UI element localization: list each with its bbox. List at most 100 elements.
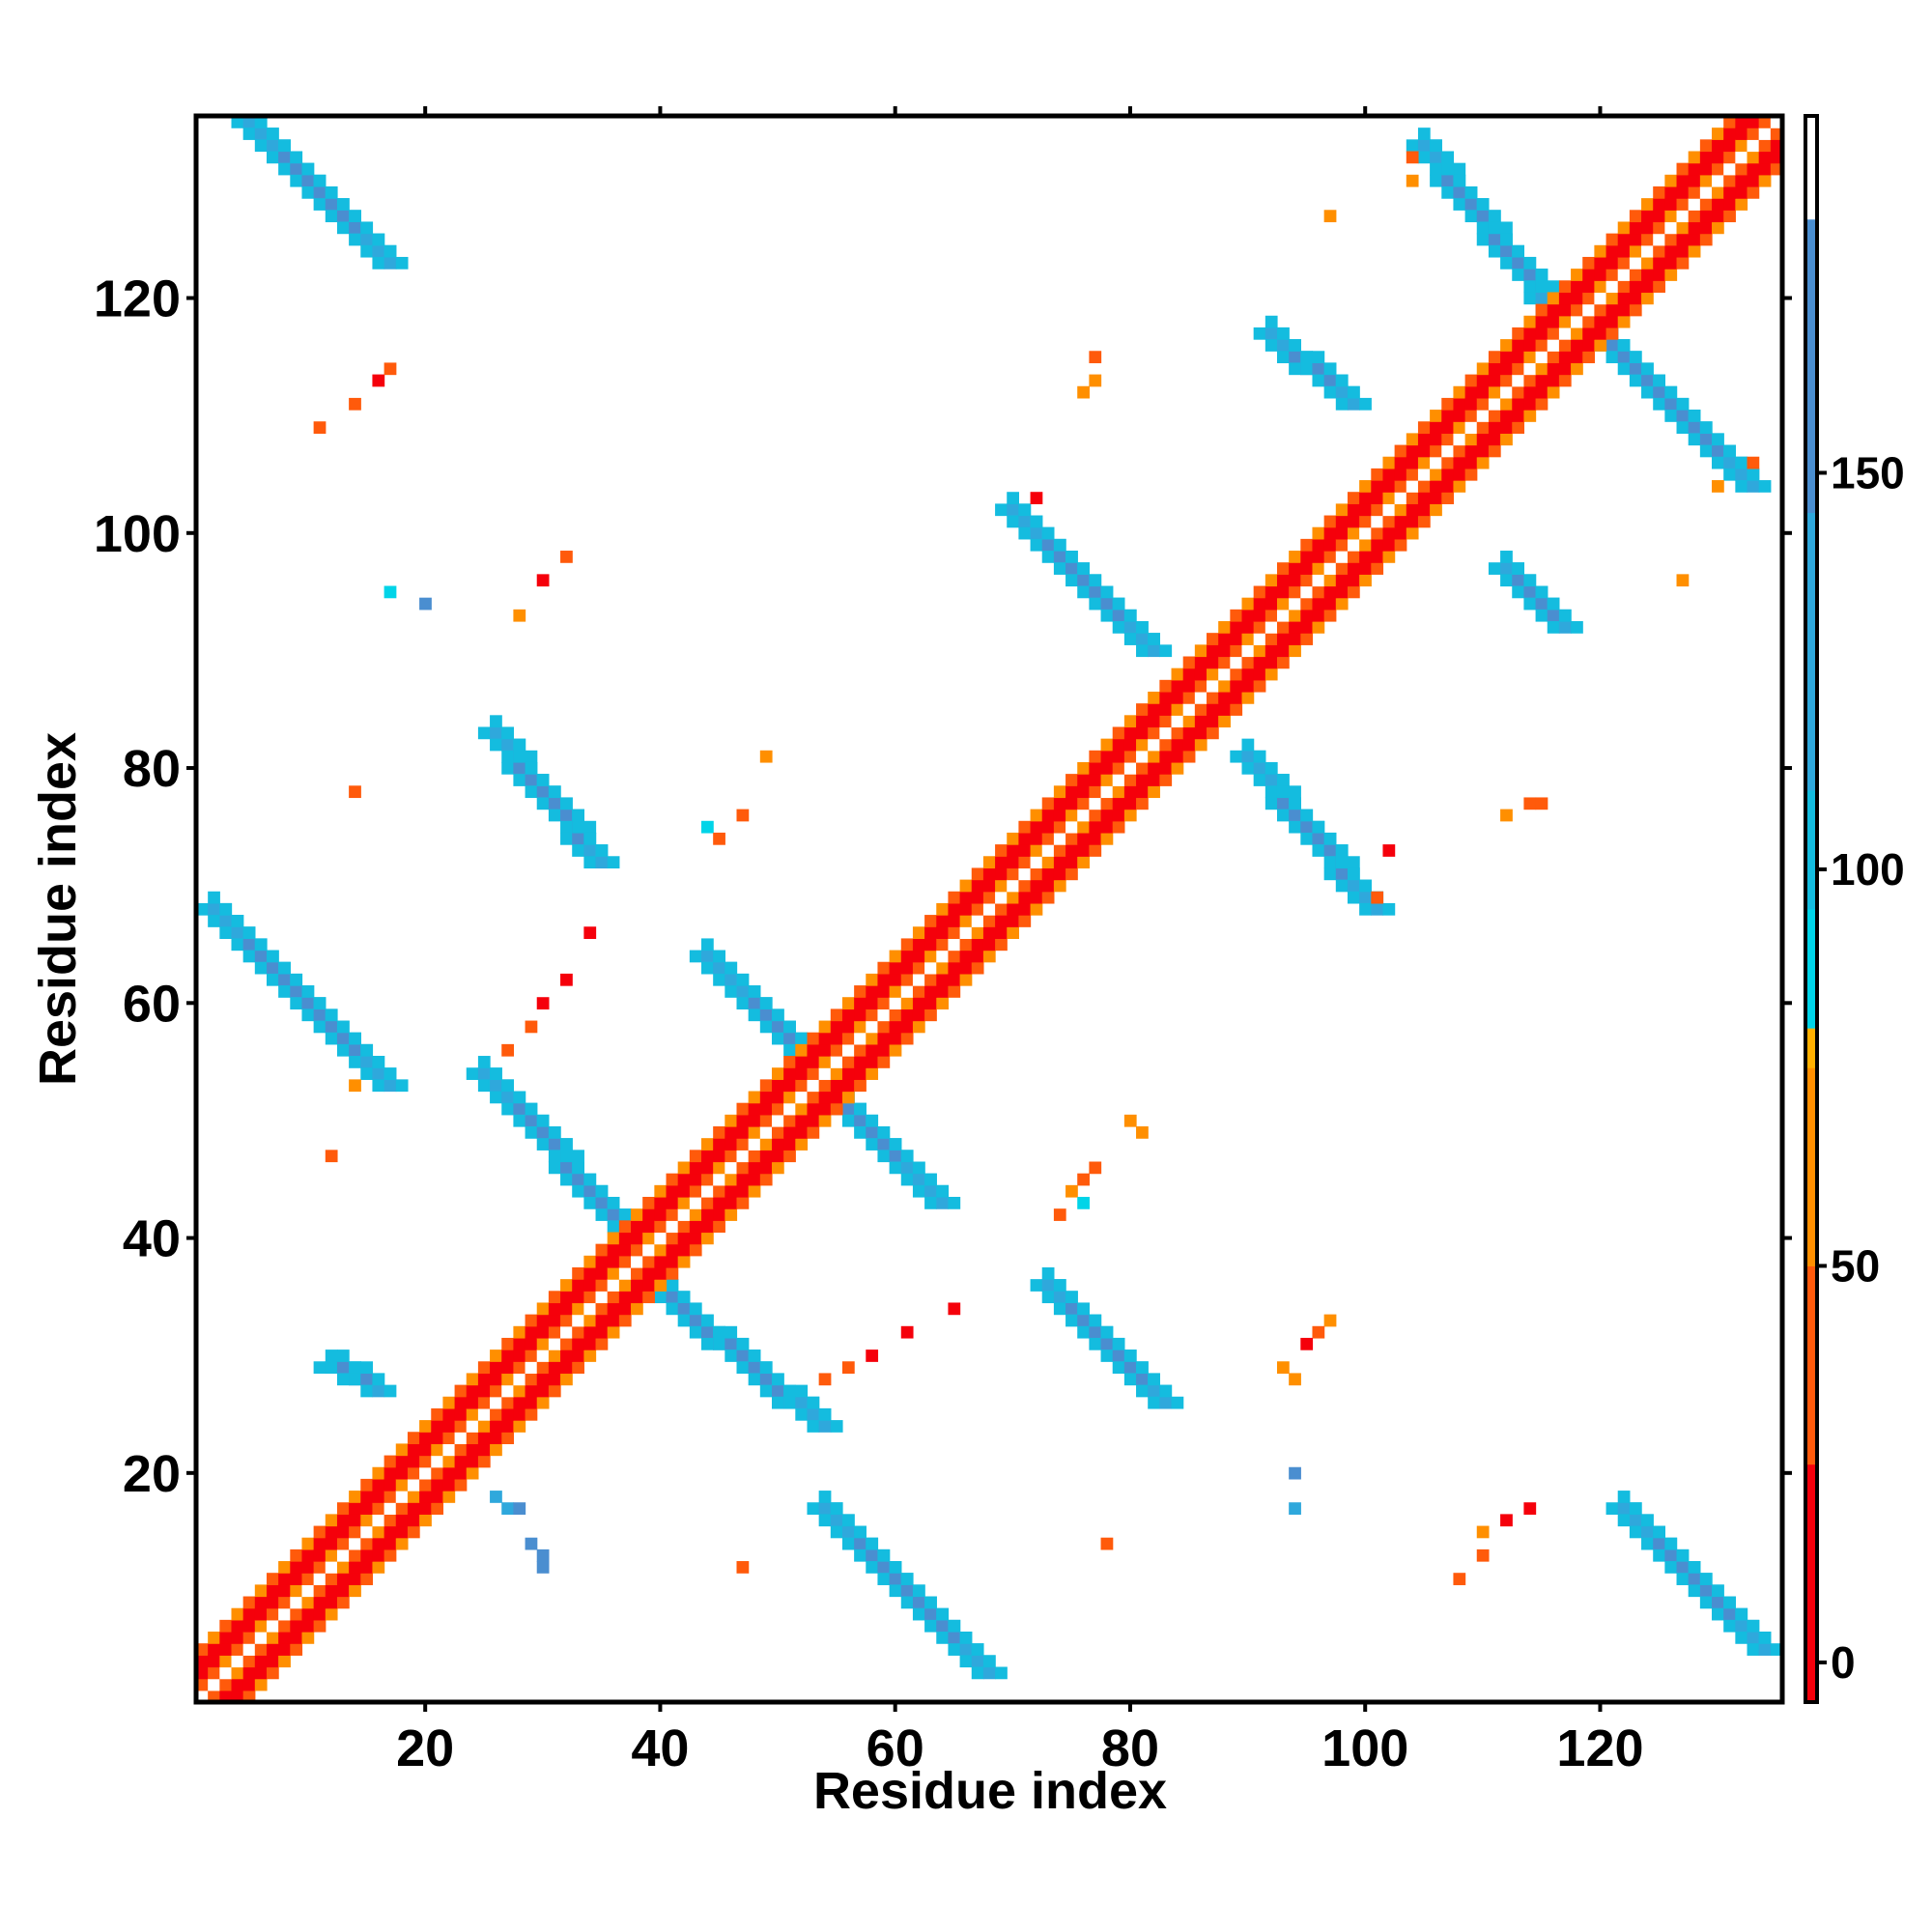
heatmap-cell: [807, 1079, 820, 1093]
heatmap-cell: [607, 1208, 620, 1221]
heatmap-cell: [1512, 339, 1525, 352]
heatmap-cell: [877, 997, 891, 1009]
heatmap-cell: [959, 1632, 973, 1644]
heatmap-cell: [313, 421, 327, 434]
heatmap-cell: [1641, 233, 1654, 246]
heatmap-cell: [924, 1009, 937, 1022]
heatmap-cell: [536, 1325, 550, 1339]
heatmap-cell: [466, 1396, 479, 1409]
heatmap-cell: [1735, 139, 1748, 153]
heatmap-cell: [301, 185, 315, 199]
heatmap-cell: [631, 1243, 643, 1257]
heatmap-cell: [360, 244, 374, 258]
heatmap-cell: [854, 1114, 867, 1127]
heatmap-cell: [866, 1350, 879, 1362]
heatmap-cell: [982, 950, 996, 963]
heatmap-cell: [1664, 256, 1678, 270]
heatmap-cell: [1770, 139, 1783, 153]
heatmap-cell: [689, 1220, 702, 1234]
heatmap-cell: [336, 210, 350, 223]
heatmap-cell: [266, 151, 279, 164]
heatmap-cell: [807, 1502, 820, 1515]
heatmap-cell: [583, 1279, 597, 1292]
heatmap-cell: [642, 1232, 655, 1245]
heatmap-cell: [583, 1255, 597, 1268]
heatmap-cell: [1453, 198, 1466, 211]
heatmap-cell: [1735, 480, 1748, 493]
heatmap-cell: [1676, 1573, 1690, 1585]
heatmap-cell: [1323, 538, 1337, 552]
heatmap-cell: [1148, 633, 1160, 645]
heatmap-cell: [701, 1232, 714, 1245]
colorbar-segment: [1805, 1265, 1817, 1465]
x-tick-label: 80: [1101, 1719, 1159, 1777]
heatmap-cell: [1558, 280, 1572, 294]
heatmap-cell: [654, 1255, 668, 1268]
heatmap-cell: [818, 1056, 832, 1068]
heatmap-cell: [1617, 256, 1631, 270]
heatmap-cell: [301, 1619, 315, 1633]
heatmap-cell: [759, 1126, 773, 1139]
heatmap-cell: [490, 715, 502, 728]
heatmap-cell: [1289, 351, 1301, 364]
heatmap-cell: [1207, 715, 1219, 728]
heatmap-cell: [724, 1184, 738, 1198]
heatmap-cell: [572, 1291, 584, 1304]
heatmap-cell: [1523, 315, 1537, 328]
heatmap-cell: [1558, 339, 1572, 352]
heatmap-cell: [1264, 785, 1278, 799]
heatmap-cell: [1312, 362, 1325, 376]
heatmap-cell: [642, 1208, 655, 1221]
heatmap-cell: [1406, 151, 1419, 164]
heatmap-cell: [1077, 844, 1090, 857]
heatmap-cell: [1041, 820, 1055, 834]
heatmap-cell: [1018, 820, 1032, 834]
heatmap-cell: [1347, 526, 1360, 540]
heatmap-cell: [490, 1407, 502, 1421]
heatmap-cell: [1712, 444, 1724, 458]
heatmap-cell: [1699, 221, 1713, 235]
heatmap-cell: [572, 1337, 584, 1350]
heatmap-cell: [1100, 585, 1114, 599]
heatmap-cell: [1276, 351, 1290, 364]
heatmap-cell: [1605, 351, 1619, 364]
heatmap-cell: [1089, 809, 1102, 822]
heatmap-cell: [1641, 198, 1654, 211]
heatmap-cell: [1053, 562, 1066, 575]
heatmap-cell: [1535, 374, 1548, 387]
heatmap-cell: [701, 1184, 714, 1198]
heatmap-cell: [889, 1138, 902, 1151]
heatmap-cell: [713, 1184, 725, 1198]
heatmap-cell: [442, 1432, 456, 1445]
heatmap-cell: [912, 1020, 925, 1034]
heatmap-cell: [1241, 656, 1255, 669]
heatmap-cell: [266, 1573, 279, 1585]
heatmap-cell: [1723, 468, 1736, 481]
heatmap-cell: [1476, 433, 1490, 446]
heatmap-cell: [1148, 1396, 1160, 1409]
heatmap-cell: [1676, 1548, 1690, 1562]
heatmap-cell: [830, 1514, 843, 1527]
heatmap-cell: [1018, 867, 1032, 881]
heatmap-cell: [1441, 162, 1455, 176]
heatmap-cell: [607, 1302, 620, 1316]
heatmap-cell: [1699, 233, 1713, 246]
heatmap-cell: [242, 1643, 256, 1656]
heatmap-cell: [1077, 1314, 1090, 1327]
heatmap-cell: [548, 1314, 561, 1327]
heatmap-cell: [1065, 551, 1078, 563]
heatmap-cell: [1371, 503, 1384, 517]
heatmap-cell: [607, 1232, 620, 1245]
heatmap-cell: [560, 1173, 573, 1186]
heatmap-cell: [1629, 303, 1642, 317]
heatmap-cell: [1323, 609, 1337, 622]
heatmap-cell: [759, 750, 773, 763]
heatmap-cell: [1230, 668, 1243, 681]
heatmap-cell: [830, 1091, 843, 1104]
heatmap-cell: [689, 1302, 702, 1316]
heatmap-cell: [1030, 538, 1043, 552]
heatmap-cell: [607, 1196, 620, 1209]
heatmap-cell: [948, 1302, 961, 1316]
heatmap-cell: [1359, 503, 1372, 517]
